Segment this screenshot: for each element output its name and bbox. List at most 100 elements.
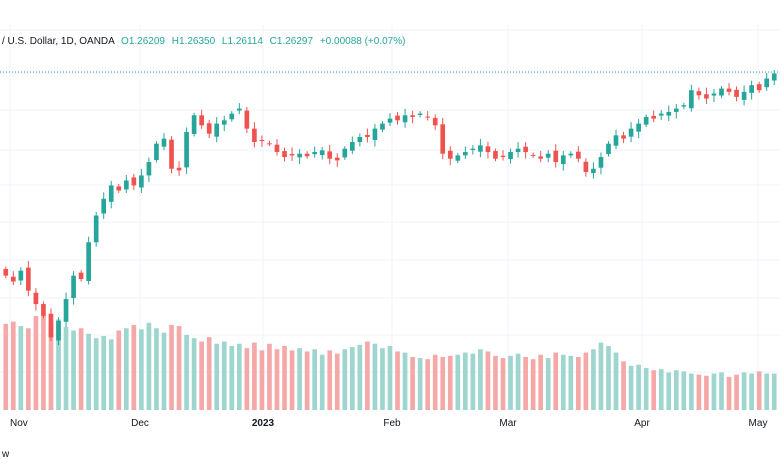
candle bbox=[289, 147, 295, 161]
volume-bar bbox=[764, 373, 770, 410]
volume-bar bbox=[756, 371, 762, 410]
candle bbox=[463, 146, 468, 159]
candle bbox=[71, 271, 76, 305]
candle bbox=[696, 87, 702, 100]
candle bbox=[410, 110, 415, 124]
volume-bar bbox=[282, 345, 287, 410]
volume-bar bbox=[33, 316, 39, 410]
candle bbox=[297, 149, 302, 164]
candle bbox=[146, 157, 152, 182]
candle bbox=[568, 151, 574, 158]
volume-bar bbox=[621, 361, 626, 410]
candle bbox=[161, 133, 167, 151]
volume-bar bbox=[93, 338, 99, 410]
volume-bars bbox=[3, 315, 777, 410]
x-axis-ticks: Nov Dec 2023 Feb Mar Apr May bbox=[10, 418, 767, 429]
volume-bar bbox=[56, 319, 61, 410]
volume-bar bbox=[131, 324, 137, 410]
candle bbox=[3, 266, 9, 279]
candle bbox=[560, 150, 566, 171]
volume-bar bbox=[199, 341, 204, 410]
volume-bar bbox=[704, 375, 709, 410]
x-tick-label: Mar bbox=[499, 418, 517, 429]
volume-bar bbox=[538, 354, 544, 410]
volume-bar bbox=[71, 330, 76, 410]
candle bbox=[334, 153, 340, 167]
volume-bar bbox=[214, 343, 220, 410]
volume-bar bbox=[327, 350, 333, 410]
candle bbox=[349, 136, 355, 155]
candle bbox=[10, 271, 16, 286]
candle bbox=[711, 89, 717, 103]
volume-bar bbox=[455, 354, 461, 410]
candle bbox=[764, 73, 770, 91]
candle bbox=[387, 113, 393, 127]
candle bbox=[553, 144, 559, 168]
volume-bar bbox=[191, 338, 197, 410]
candle bbox=[116, 183, 122, 193]
candle bbox=[229, 111, 235, 122]
volume-bar bbox=[598, 342, 604, 410]
candle bbox=[380, 121, 385, 133]
candle bbox=[508, 148, 513, 164]
candle bbox=[741, 85, 747, 106]
volume-bar bbox=[613, 352, 619, 410]
grid bbox=[0, 25, 780, 410]
candle bbox=[726, 83, 732, 96]
candle bbox=[282, 147, 287, 162]
volume-bar bbox=[545, 358, 551, 410]
candle bbox=[93, 212, 99, 247]
volume-bar bbox=[349, 347, 355, 410]
volume-bar bbox=[553, 352, 559, 410]
candle bbox=[432, 114, 438, 130]
candle bbox=[636, 119, 641, 139]
volume-bar bbox=[410, 356, 415, 410]
candle bbox=[154, 141, 159, 163]
volume-bar bbox=[771, 373, 777, 410]
volume-bar bbox=[139, 329, 144, 410]
volume-bar bbox=[297, 348, 302, 410]
candle bbox=[48, 308, 54, 341]
volume-bar bbox=[417, 358, 423, 410]
candle bbox=[515, 142, 521, 158]
volume-bar bbox=[116, 330, 122, 410]
high-value: H1.26350 bbox=[172, 36, 216, 47]
volume-bar bbox=[229, 345, 235, 410]
volume-bar bbox=[78, 328, 84, 410]
candle bbox=[244, 107, 250, 134]
candle bbox=[184, 127, 189, 174]
candle bbox=[319, 146, 325, 160]
volume-bar bbox=[206, 337, 212, 410]
candle bbox=[199, 109, 204, 129]
candle bbox=[545, 150, 551, 163]
candle bbox=[417, 111, 423, 118]
volume-bar bbox=[576, 356, 581, 410]
candle bbox=[169, 136, 174, 174]
volume-bar bbox=[523, 356, 528, 410]
candle bbox=[78, 270, 84, 282]
volume-bar bbox=[447, 355, 453, 410]
candle bbox=[493, 148, 498, 162]
candle bbox=[621, 131, 626, 144]
candle bbox=[719, 86, 724, 99]
volume-bar bbox=[719, 372, 724, 410]
candle bbox=[628, 122, 634, 143]
volume-bar bbox=[387, 345, 393, 410]
volume-bar bbox=[312, 349, 317, 410]
x-tick-label: 2023 bbox=[252, 418, 275, 429]
volume-bar bbox=[636, 364, 641, 410]
candle bbox=[583, 158, 589, 177]
candle bbox=[342, 146, 348, 160]
candle bbox=[749, 80, 754, 100]
volume-bar bbox=[244, 348, 250, 410]
volume-bar bbox=[643, 368, 649, 410]
volume-bar bbox=[48, 322, 54, 410]
candle bbox=[312, 146, 317, 158]
close-value: C1.26297 bbox=[270, 36, 314, 47]
candle bbox=[425, 111, 430, 121]
candle bbox=[771, 70, 777, 86]
volume-bar bbox=[267, 343, 272, 410]
volume-bar bbox=[221, 341, 227, 410]
volume-bar bbox=[673, 370, 679, 410]
